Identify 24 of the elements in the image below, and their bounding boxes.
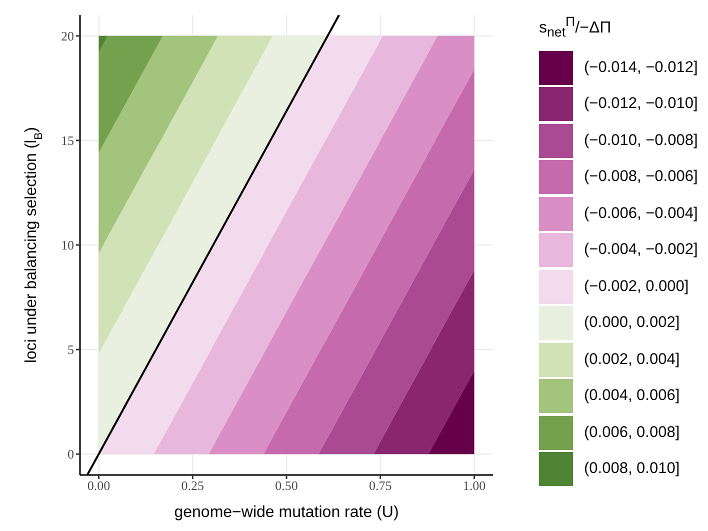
y-tick-label: 20	[61, 28, 74, 44]
legend-label: (0.000, 0.002]	[584, 314, 680, 332]
legend-label: (−0.008, −0.006]	[584, 168, 698, 186]
legend-label: (−0.012, −0.010]	[584, 95, 698, 114]
x-tick-label: 0.25	[181, 478, 204, 494]
legend-label: (0.004, 0.006]	[584, 387, 680, 406]
y-tick-label: 15	[61, 133, 74, 148]
legend-label: (0.006, 0.008]	[584, 424, 680, 442]
y-tick-label: 5	[68, 342, 74, 358]
x-axis-title: genome−wide mutation rate (U)	[174, 504, 399, 521]
x-tick-label: 1.00	[462, 478, 486, 494]
legend-label: (0.002, 0.004]	[584, 350, 680, 369]
legend-label: (−0.004, −0.002]	[584, 241, 698, 260]
x-tick-label: 0.75	[368, 478, 392, 494]
legend-label: (−0.002, 0.000]	[584, 278, 689, 296]
y-tick-label: 0	[68, 446, 74, 462]
x-tick-label: 0.50	[275, 478, 298, 494]
x-tick-label: 0.00	[87, 478, 110, 494]
legend-label: (−0.010, −0.008]	[584, 132, 698, 150]
y-tick-label: 10	[61, 238, 74, 253]
legend-title: s$_{net}$$^{Π}$/−ΔΠ	[539, 14, 612, 40]
legend-label: (−0.014, −0.012]	[584, 58, 698, 77]
legend-label: (0.008, 0.010]	[584, 460, 680, 478]
legend-label: (−0.006, −0.004]	[584, 204, 698, 223]
